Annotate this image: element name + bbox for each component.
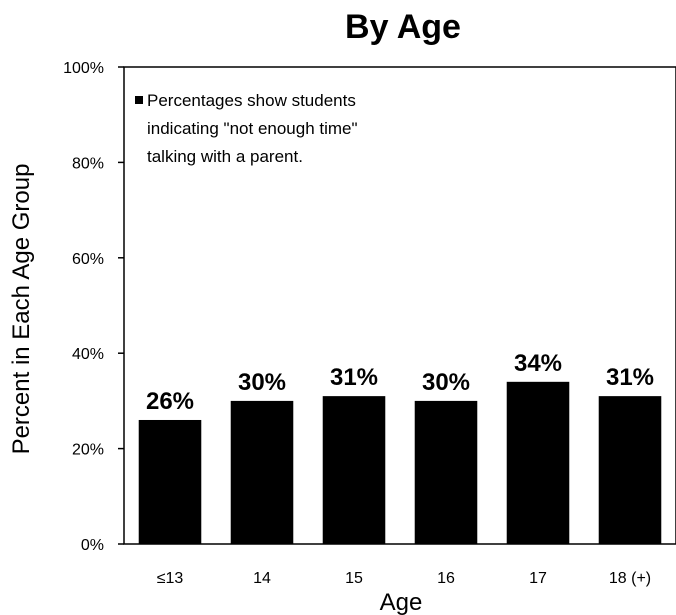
y-tick-label: 0% (81, 537, 104, 554)
legend-line-1: Percentages show students (147, 91, 356, 110)
legend-line-2: indicating "not enough time" (147, 119, 358, 138)
x-tick-label: 17 (529, 570, 547, 587)
plot-area-frame (123, 66, 676, 545)
x-tick-label: 15 (345, 570, 363, 587)
x-tick-label: ≤13 (157, 570, 184, 587)
y-tick-label: 40% (72, 346, 104, 363)
data-label-4: 30% (422, 369, 470, 396)
legend-marker (135, 96, 143, 104)
data-label-5: 34% (514, 350, 562, 377)
x-axis-title: Age (380, 589, 423, 615)
y-tick-label: 80% (72, 155, 104, 172)
y-tick-label: 60% (72, 251, 104, 268)
x-tick-label: 14 (253, 570, 271, 587)
y-axis-ticks: 0% 20% 40% 60% 80% 100% (63, 60, 124, 554)
bar-1 (138, 419, 202, 544)
data-label-3: 31% (330, 364, 378, 391)
y-tick-label: 100% (63, 60, 104, 77)
data-labels-group: 26% 30% 31% 30% 34% 31% (146, 350, 654, 415)
bar-3 (322, 396, 386, 544)
x-tick-label: 16 (437, 570, 455, 587)
legend: Percentages show students indicating "no… (135, 91, 358, 166)
bars-group (138, 381, 662, 544)
bar-5 (506, 381, 570, 544)
chart-title: By Age (345, 8, 461, 46)
bar-2 (230, 400, 294, 544)
data-label-6: 31% (606, 364, 654, 391)
bar-4 (414, 400, 478, 544)
data-label-2: 30% (238, 369, 286, 396)
bar-6 (598, 396, 662, 544)
x-tick-label: 18 (+) (609, 570, 651, 587)
data-label-1: 26% (146, 388, 194, 415)
x-axis-ticks: ≤13 14 15 16 17 18 (+) (157, 570, 651, 587)
y-tick-label: 20% (72, 442, 104, 459)
legend-line-3: talking with a parent. (147, 147, 303, 166)
y-axis-title: Percent in Each Age Group (8, 164, 35, 455)
